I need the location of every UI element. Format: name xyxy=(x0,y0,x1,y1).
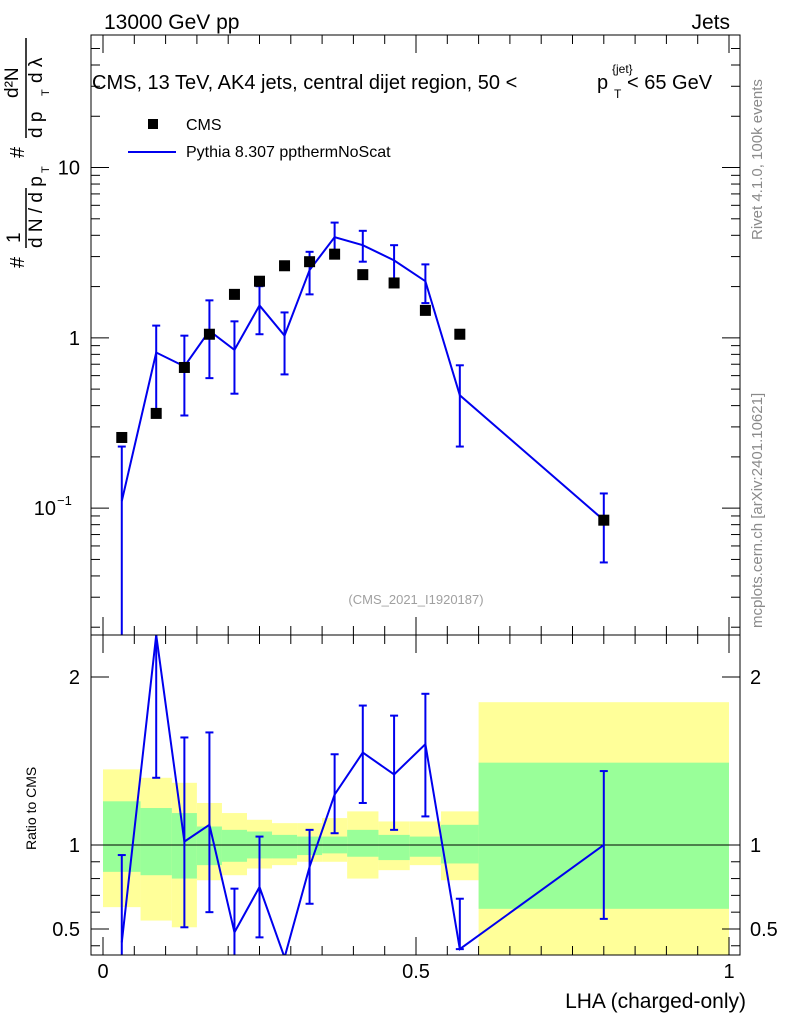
ratio-green-band xyxy=(272,834,298,859)
ratio-green-band xyxy=(347,829,379,857)
ratio-y-axis-label: Ratio to CMS xyxy=(23,767,39,850)
header-left-label: 13000 GeV pp xyxy=(104,11,239,34)
main-title: CMS, 13 TeV, AK4 jets, central dijet reg… xyxy=(92,72,517,94)
cms-data-point xyxy=(388,277,400,289)
ratio-y-tick-label-right: 1 xyxy=(750,835,761,857)
main-title-sub: T xyxy=(614,87,622,101)
ylabel-d2N: d²N xyxy=(2,67,23,98)
ratio-green-band xyxy=(221,829,247,862)
main-axis-ticks xyxy=(91,34,740,635)
ylabel-one: 1 xyxy=(4,232,25,243)
ratio-uncertainty-bands xyxy=(91,702,740,955)
cms-data-point xyxy=(178,361,190,373)
cms-data-point xyxy=(357,269,369,281)
ylabel-dlambda: d λ xyxy=(26,57,47,83)
cms-data-point xyxy=(116,431,128,443)
ylabel-T-sub-2: T xyxy=(40,89,52,96)
ylabel-hash-1: # xyxy=(7,256,29,268)
cms-data-point xyxy=(228,288,240,300)
cms-data-point xyxy=(598,514,610,526)
ratio-green-band xyxy=(409,836,442,857)
ylabel-T-sub-1: T xyxy=(40,166,52,173)
ratio-series-layer xyxy=(117,635,608,955)
main-y-tick-exponent: −1 xyxy=(57,493,72,508)
main-y-axis-label: # 1 d N / d p T # d²N d p T d λ xyxy=(2,38,52,268)
cms-data-point xyxy=(254,275,265,287)
header-right-label: Jets xyxy=(691,11,730,34)
ratio-green-band xyxy=(378,834,410,861)
mcplots-source-note: mcplots.cern.ch [arXiv:2401.10621] xyxy=(749,393,766,628)
main-y-tick-label: 10 xyxy=(34,498,56,520)
analysis-watermark: (CMS_2021_I1920187) xyxy=(348,592,483,607)
main-y-tick-label: 1 xyxy=(69,328,80,350)
ratio-green-band xyxy=(441,824,479,864)
cms-data-point xyxy=(203,328,215,340)
main-title-text: CMS, 13 TeV, AK4 jets, central dijet reg… xyxy=(92,72,517,94)
ratio-y-tick-label-right: 0.5 xyxy=(750,919,778,941)
pythia-line xyxy=(120,236,605,521)
ratio-line xyxy=(120,635,605,955)
ylabel-hash-2: # xyxy=(7,146,29,158)
cms-data-point xyxy=(454,328,466,340)
cms-data-point xyxy=(304,256,316,268)
ratio-green-band xyxy=(140,808,172,876)
ratio-axis-ticks xyxy=(91,635,740,955)
main-title-sup: {jet} xyxy=(612,62,633,76)
ratio-y-tick-label-left: 2 xyxy=(69,667,80,689)
legend-cms-marker xyxy=(148,119,158,129)
legend-pythia-label: Pythia 8.307 ppthermNoScat xyxy=(186,144,391,161)
cms-data-point xyxy=(419,304,431,316)
rivet-version-note: Rivet 4.1.0, 100k events xyxy=(749,79,766,240)
legend: CMS Pythia 8.307 ppthermNoScat xyxy=(128,117,391,161)
ratio-y-tick-label-right: 2 xyxy=(750,667,761,689)
x-tick-label: 0 xyxy=(97,961,108,983)
x-axis-label: LHA (charged-only) xyxy=(565,990,746,1013)
cms-data-point xyxy=(279,260,291,272)
cms-data-point xyxy=(150,407,162,419)
cms-data-point xyxy=(329,248,341,260)
main-title-p: p xyxy=(597,72,608,94)
ratio-y-tick-label-left: 0.5 xyxy=(52,919,80,941)
main-series-layer xyxy=(116,221,610,635)
x-tick-label: 0.5 xyxy=(402,961,430,983)
ratio-y-tick-label-left: 1 xyxy=(69,835,80,857)
main-y-tick-label: 10 xyxy=(58,158,80,180)
ylabel-dpT: d p xyxy=(26,112,47,138)
main-title-tail: < 65 GeV xyxy=(627,72,713,94)
ratio-plot-frame xyxy=(90,634,741,956)
ylabel-dN-dpT: d N / d p xyxy=(26,176,47,248)
ratio-tick-labels: 0.5 0.5 1 1 2 2 0 0.5 1 xyxy=(52,667,778,983)
x-tick-label: 1 xyxy=(723,961,734,983)
legend-cms-label: CMS xyxy=(186,117,222,134)
